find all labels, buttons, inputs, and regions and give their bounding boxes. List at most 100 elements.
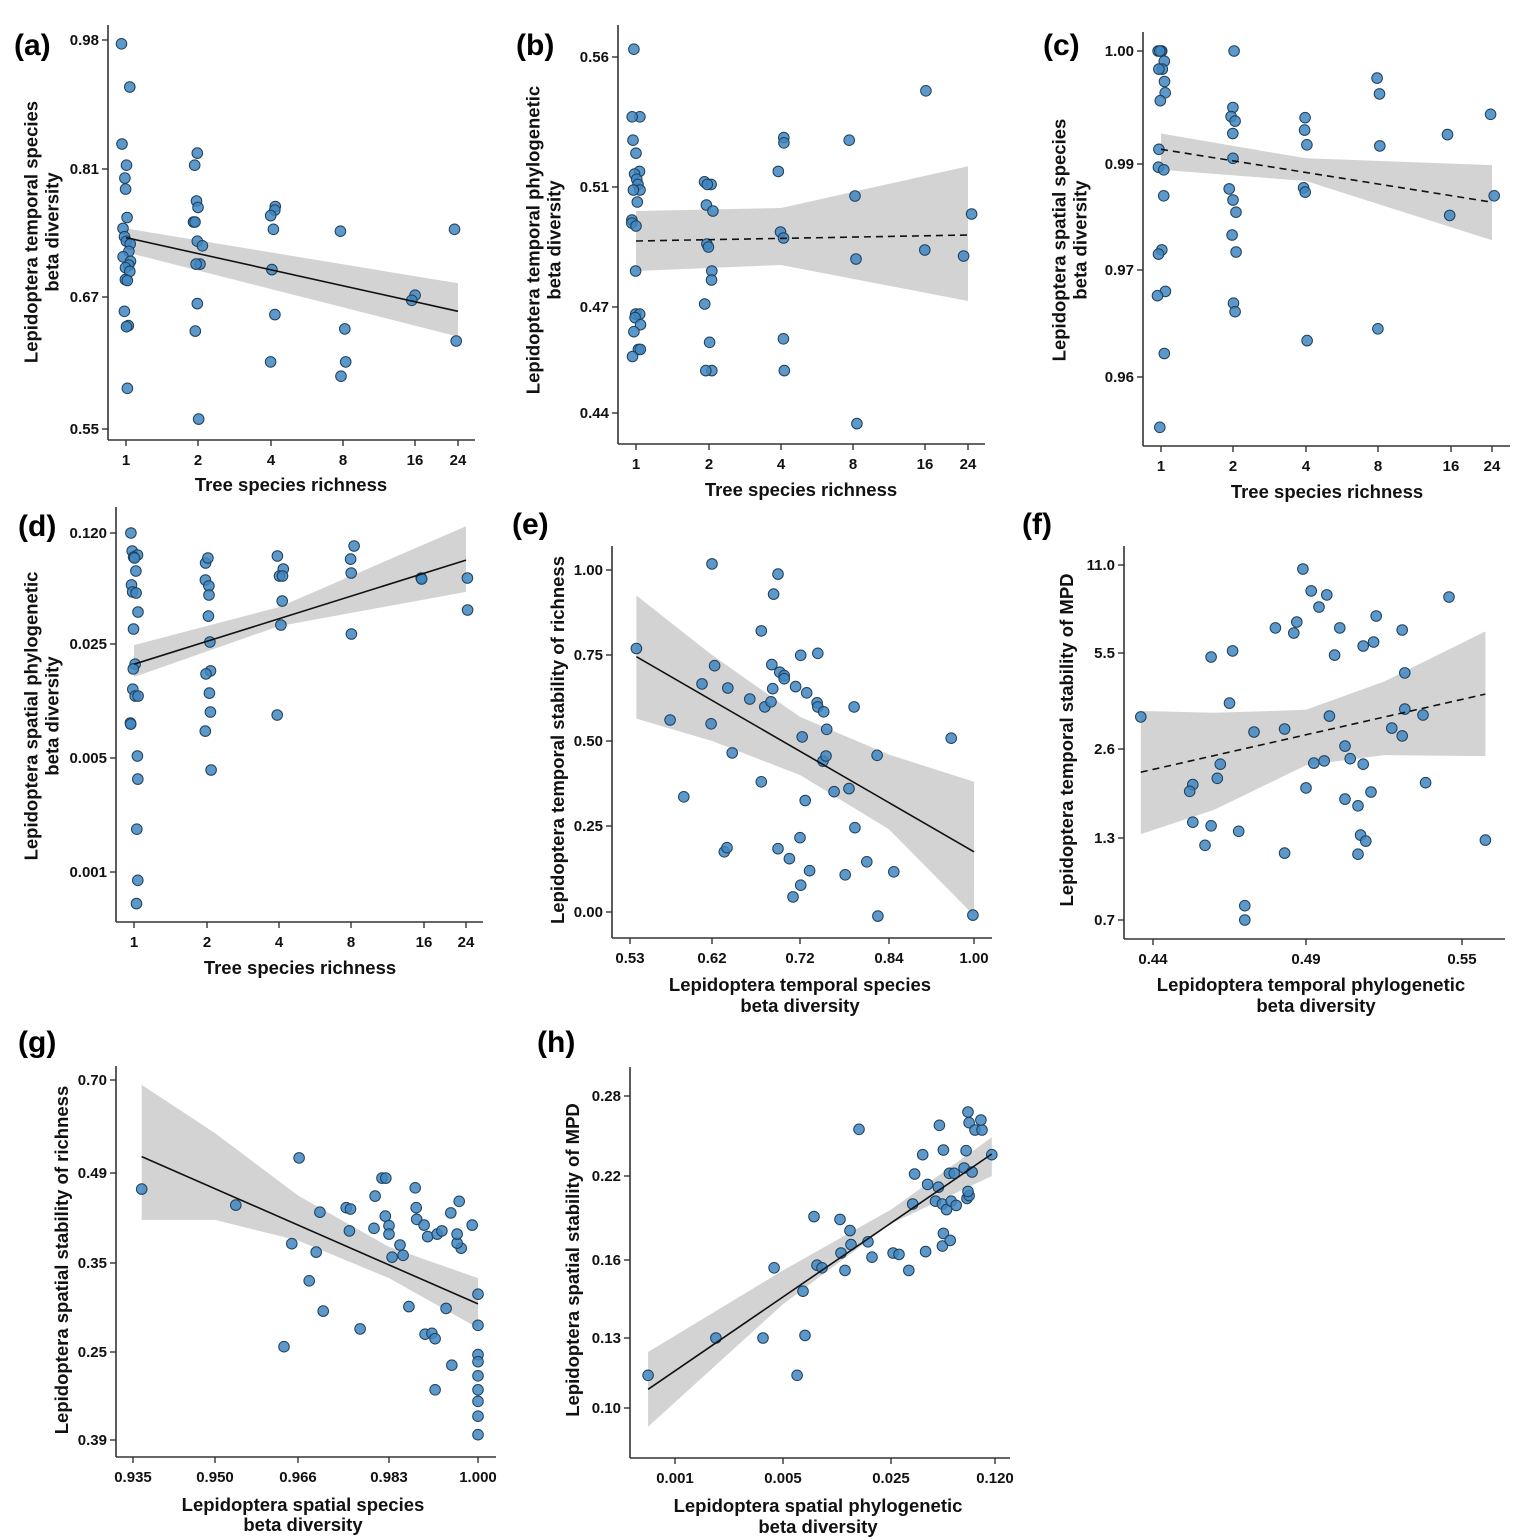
data-point [848, 701, 860, 713]
data-point [334, 225, 347, 237]
data-point [626, 111, 639, 123]
data-point [726, 747, 739, 759]
data-point [191, 147, 204, 159]
data-point [461, 604, 474, 616]
x-axis-title-line: beta diversity [1256, 995, 1376, 1016]
data-point [429, 1384, 441, 1396]
data-point [903, 1264, 915, 1277]
panel-g: 0.70 0.49 0.35 0.25 0.39 0.935 0.950 0.966 0.983… [18, 1026, 497, 1535]
data-point [132, 874, 144, 887]
data-point [1371, 72, 1383, 84]
data-point [744, 693, 756, 705]
x-tick-label: 4 [267, 452, 276, 469]
data-point [812, 647, 824, 660]
y-tick-label: 0.50 [574, 733, 603, 750]
x-tick-label: 16 [917, 456, 934, 473]
data-point [866, 1251, 878, 1263]
data-point [410, 1201, 423, 1214]
data-point [642, 1369, 654, 1382]
confidence-band [636, 595, 974, 916]
y-tick-label: 0.75 [574, 647, 603, 664]
y-tick-label: 0.35 [78, 1255, 107, 1272]
x-tick-label: 16 [1443, 458, 1460, 475]
data-point [1227, 127, 1239, 140]
data-point [1321, 589, 1333, 601]
data-point [466, 1219, 479, 1231]
y-axis-title: Lepidoptera temporal species beta diversi… [21, 101, 63, 363]
y-axis-title: Lepidoptera spatial stability of MPD [562, 1103, 583, 1417]
data-point [844, 1224, 856, 1237]
data-point [380, 1172, 392, 1184]
data-point [627, 184, 640, 196]
data-point [766, 658, 778, 671]
data-point [128, 552, 141, 564]
data-point [921, 1178, 934, 1191]
panel-label: (a) [14, 29, 51, 62]
data-point [199, 725, 212, 737]
data-point [293, 1152, 305, 1164]
panel-e: 1.00 0.75 0.50 0.25 0.00 0.53 0.62 0.72 0.84 1.00… [512, 508, 992, 1016]
data-point [127, 623, 140, 635]
data-point [131, 823, 143, 836]
panel-a: 0.980.810.670.551 2 4 8 16 24(a)Lepidoptera t… [14, 25, 475, 495]
data-point [817, 706, 830, 718]
y-tick-label: 0.81 [70, 161, 99, 178]
data-point [1223, 183, 1235, 195]
data-point [200, 668, 212, 680]
data-point [799, 1329, 811, 1342]
data-point [839, 1264, 851, 1277]
data-point [828, 785, 840, 798]
data-point [799, 794, 812, 807]
data-point [1357, 640, 1369, 652]
x-tick-label: 4 [777, 456, 786, 473]
data-point [461, 572, 474, 584]
data-point [630, 220, 642, 232]
data-point [1226, 645, 1239, 657]
data-point [472, 1288, 484, 1300]
data-point [777, 333, 790, 345]
y-axis-title-line: Lepidoptera spatial stability of MPD [562, 1103, 583, 1417]
data-point [1372, 323, 1384, 335]
data-point [702, 241, 715, 253]
data-point [403, 1300, 415, 1313]
x-tick-label: 0.120 [976, 1470, 1014, 1487]
data-point [794, 831, 806, 844]
data-point [778, 364, 791, 377]
trend-line [133, 559, 467, 665]
panel-b: 0.560.510.470.441 2 4 8 16 24(b)Lepidoptera t… [516, 25, 985, 500]
data-point [965, 208, 978, 220]
x-axis-title-line: beta diversity [243, 1514, 363, 1535]
y-tick-label: 0.16 [592, 1252, 621, 1269]
data-point [314, 1206, 326, 1218]
data-point [1229, 305, 1241, 318]
data-point [276, 595, 289, 607]
x-tick-label: 1 [130, 934, 138, 951]
data-point [120, 320, 133, 333]
y-axis-title-line: Lepidoptera temporal stability of richne… [547, 556, 568, 924]
data-point [664, 714, 676, 726]
y-axis-title-line: Lepidoptera spatial species [1049, 119, 1070, 362]
y-tick-label: 1.00 [574, 562, 603, 579]
data-point [630, 642, 643, 655]
data-point [1239, 899, 1251, 912]
data-point [1339, 740, 1351, 752]
x-tick-label: 0.84 [874, 950, 904, 967]
data-point [344, 553, 357, 565]
data-point [230, 1199, 242, 1211]
data-point [850, 253, 862, 265]
x-tick-label: 16 [407, 452, 424, 469]
data-point [188, 159, 201, 171]
y-tick-label: 0.97 [1105, 262, 1134, 279]
data-point [275, 619, 287, 631]
y-axis-title: Lepidoptera spatial stability of richnes… [51, 1086, 72, 1435]
panel-label: (c) [1043, 29, 1080, 62]
y-tick-label: 0.25 [574, 818, 603, 835]
data-point [768, 1262, 780, 1274]
x-axis-title-line: Lepidoptera spatial species [182, 1494, 425, 1515]
y-tick-label: 0.7 [1094, 912, 1115, 929]
data-point [127, 663, 140, 675]
data-point [1239, 914, 1251, 926]
x-tick-label: 0.001 [656, 1470, 694, 1487]
panel-label: (f) [1022, 508, 1052, 541]
y-axis-title-line: beta diversity [544, 180, 565, 300]
